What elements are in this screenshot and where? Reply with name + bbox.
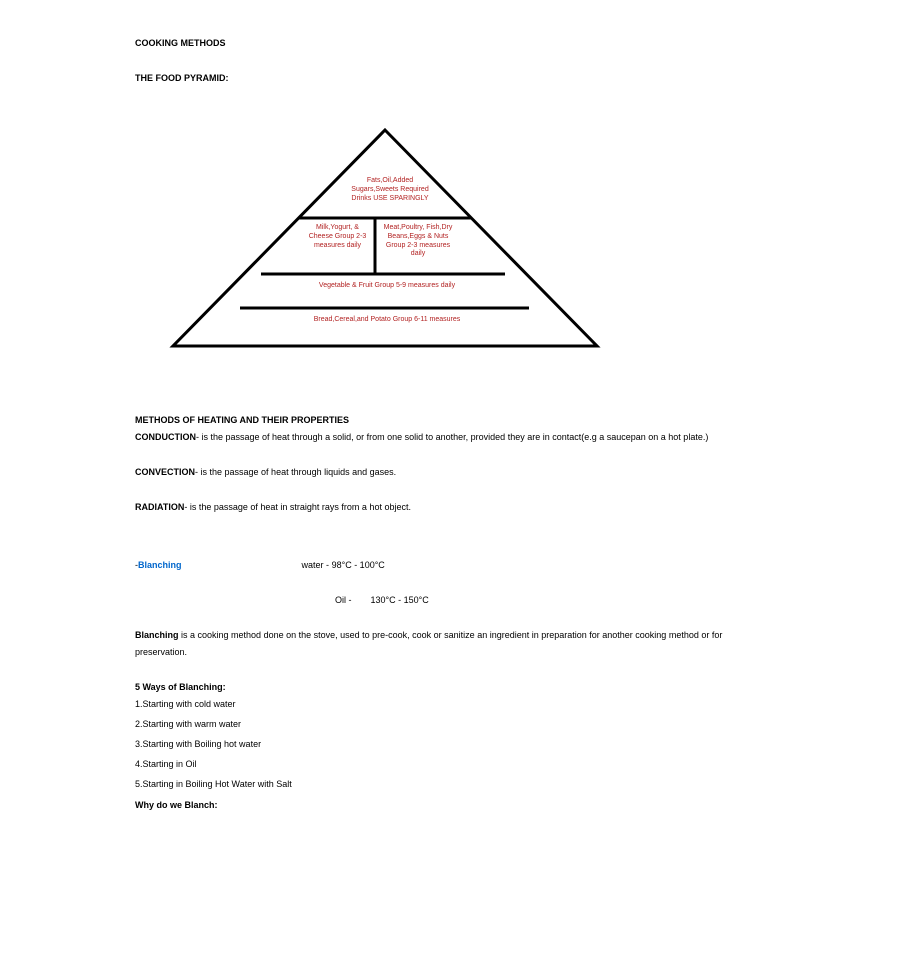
radiation-line: RADIATION- is the passage of heat in str… [135, 499, 765, 516]
blanching-paragraph: Blanching is a cooking method done on th… [135, 627, 765, 661]
radiation-label: RADIATION [135, 502, 184, 512]
pyramid-tier-1: Fats,Oil,Added Sugars,Sweets Required Dr… [350, 177, 430, 203]
radiation-text: - is the passage of heat in straight ray… [184, 502, 411, 512]
pyramid-tier-2-right: Meat,Poultry, Fish,Dry Beans,Eggs & Nuts… [383, 224, 453, 259]
pyramid-tier-3: Vegetable & Fruit Group 5-9 measures dai… [307, 282, 467, 291]
heading-methods-heating: METHODS OF HEATING AND THEIR PROPERTIES [135, 412, 765, 429]
food-pyramid-diagram: Fats,Oil,Added Sugars,Sweets Required Dr… [165, 122, 605, 362]
ways-header: 5 Ways of Blanching: [135, 679, 765, 696]
way-3: 3.Starting with Boiling hot water [135, 736, 765, 753]
blanching-oil-row: Oil - 130°C - 150°C [335, 592, 765, 609]
heading-cooking-methods: COOKING METHODS [135, 35, 765, 52]
way-1: 1.Starting with cold water [135, 696, 765, 713]
conduction-label: CONDUCTION [135, 432, 196, 442]
pyramid-tier-2-left: Milk,Yogurt, & Cheese Group 2-3 measures… [305, 224, 370, 250]
blanching-para-label: Blanching [135, 630, 179, 640]
blanching-link[interactable]: Blanching [138, 560, 182, 570]
convection-text: - is the passage of heat through liquids… [195, 467, 396, 477]
oil-label: Oil - [335, 595, 352, 605]
oil-temp: 130°C - 150°C [371, 595, 429, 605]
way-4: 4.Starting in Oil [135, 756, 765, 773]
blanching-para-text: is a cooking method done on the stove, u… [135, 630, 722, 657]
water-label: water - [302, 560, 330, 570]
convection-label: CONVECTION [135, 467, 195, 477]
water-temp: 98°C - 100°C [332, 560, 385, 570]
convection-line: CONVECTION- is the passage of heat throu… [135, 464, 765, 481]
conduction-text: - is the passage of heat through a solid… [196, 432, 708, 442]
way-5: 5.Starting in Boiling Hot Water with Sal… [135, 776, 765, 793]
conduction-line: CONDUCTION- is the passage of heat throu… [135, 429, 765, 446]
heading-food-pyramid: THE FOOD PYRAMID: [135, 70, 765, 87]
pyramid-tier-4: Bread,Cereal,and Potato Group 6-11 measu… [307, 316, 467, 325]
blanching-water-row: -Blanching water - 98°C - 100°C [135, 557, 765, 574]
why-blanch-header: Why do we Blanch: [135, 797, 765, 814]
way-2: 2.Starting with warm water [135, 716, 765, 733]
